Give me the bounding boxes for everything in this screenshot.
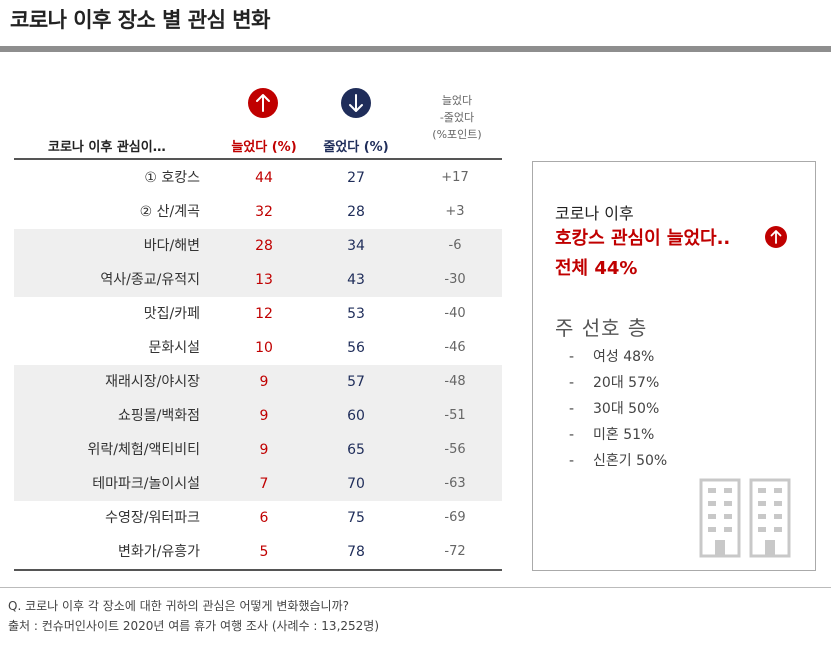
table-row: ① 호캉스 44 27 +17 [14, 161, 502, 195]
arrow-up-circle-icon [248, 88, 278, 118]
row-decreased-value: 53 [347, 306, 365, 322]
row-decreased-value: 43 [347, 272, 365, 288]
row-difference-value: -51 [444, 408, 466, 423]
preferred-item-label: 30대 50% [593, 401, 660, 417]
row-category: 문화시설 [148, 340, 200, 356]
row-category: ① 호캉스 [144, 170, 200, 186]
preferred-item: - 미혼 51% [569, 422, 667, 448]
summary-headline: 호캉스 관심이 늘었다.. [555, 228, 731, 249]
row-category: 바다/해변 [143, 238, 200, 254]
preferred-item: - 30대 50% [569, 396, 667, 422]
preferred-item-label: 신혼기 50% [593, 453, 668, 469]
row-difference-value: -69 [444, 510, 466, 525]
row-decreased-value: 28 [347, 204, 365, 220]
summary-total: 전체 44% [555, 258, 638, 279]
preferred-item-label: 미혼 51% [593, 427, 655, 443]
header-diff-line2: -줄었다 [439, 111, 475, 124]
row-category: 테마파크/놀이시설 [92, 476, 200, 492]
table-bottom-rule [14, 569, 502, 571]
list-dash: - [569, 401, 575, 417]
table-row: 문화시설 10 56 -46 [14, 331, 502, 365]
list-dash: - [569, 349, 575, 365]
row-increased-value: 12 [255, 306, 273, 322]
row-increased-value: 32 [255, 204, 273, 220]
summary-line1: 코로나 이후 [555, 204, 634, 223]
table-row: 수영장/워터파크 6 75 -69 [14, 501, 502, 535]
row-difference-value: -40 [444, 306, 466, 321]
row-increased-value: 13 [255, 272, 273, 288]
row-increased-value: 9 [259, 442, 269, 458]
preferred-item: - 여성 48% [569, 344, 667, 370]
table-row: 재래시장/야시장 9 57 -48 [14, 365, 502, 399]
header-difference: 늘었다 -줄었다 (%포인트) [412, 92, 502, 143]
row-difference-value: -48 [444, 374, 466, 389]
footer-divider [0, 587, 831, 588]
table-row: ② 산/계곡 32 28 +3 [14, 195, 502, 229]
row-difference-value: -6 [448, 238, 462, 253]
row-difference-value: -72 [444, 544, 466, 559]
table-row: 위락/체험/액티비티 9 65 -56 [14, 433, 502, 467]
row-category: 맛집/카페 [143, 306, 200, 322]
row-increased-value: 10 [255, 340, 273, 356]
row-difference-value: -63 [444, 476, 466, 491]
row-category: 수영장/워터파크 [105, 510, 200, 526]
table-row: 바다/해변 28 34 -6 [14, 229, 502, 263]
row-increased-value: 9 [259, 374, 269, 390]
row-increased-value: 6 [259, 510, 269, 526]
row-decreased-value: 57 [347, 374, 365, 390]
table-top-rule [14, 158, 502, 160]
header-increased: 늘었다 (%) [231, 140, 297, 155]
row-increased-value: 44 [255, 170, 273, 186]
preferred-item: - 신혼기 50% [569, 448, 667, 474]
row-difference-value: +3 [445, 204, 465, 219]
preferred-list: - 여성 48% - 20대 57% - 30대 50% - 미혼 51% - 신혼기 50% [569, 344, 667, 474]
table-row: 쇼핑몰/백화점 9 60 -51 [14, 399, 502, 433]
row-increased-value: 28 [255, 238, 273, 254]
row-increased-value: 7 [259, 476, 269, 492]
preferred-item-label: 여성 48% [593, 349, 655, 365]
list-dash: - [569, 453, 575, 469]
row-decreased-value: 70 [347, 476, 365, 492]
arrow-up-circle-icon [765, 226, 787, 248]
summary-panel: 코로나 이후 호캉스 관심이 늘었다.. 전체 44% 주 선호 층 - 여성 4… [532, 161, 816, 571]
list-dash: - [569, 427, 575, 443]
row-difference-value: -46 [444, 340, 466, 355]
preferred-item-label: 20대 57% [593, 375, 660, 391]
row-category: 쇼핑몰/백화점 [118, 408, 200, 424]
arrow-down-circle-icon [341, 88, 371, 118]
header-diff-line1: 늘었다 [441, 94, 473, 107]
preferred-item: - 20대 57% [569, 370, 667, 396]
row-difference-value: +17 [441, 170, 469, 185]
table-row: 변화가/유흥가 5 78 -72 [14, 535, 502, 569]
table-row: 테마파크/놀이시설 7 70 -63 [14, 467, 502, 501]
row-difference-value: -56 [444, 442, 466, 457]
table-row: 맛집/카페 12 53 -40 [14, 297, 502, 331]
list-dash: - [569, 375, 575, 391]
title-divider [0, 46, 831, 52]
header-diff-line3: (%포인트) [432, 128, 482, 141]
row-increased-value: 5 [259, 544, 269, 560]
row-decreased-value: 56 [347, 340, 365, 356]
building-icon [699, 478, 791, 558]
row-category: 위락/체험/액티비티 [87, 442, 200, 458]
row-decreased-value: 60 [347, 408, 365, 424]
row-decreased-value: 78 [347, 544, 365, 560]
row-decreased-value: 27 [347, 170, 365, 186]
row-category: 재래시장/야시장 [105, 374, 200, 390]
header-decreased: 줄었다 (%) [323, 140, 389, 155]
row-category: ② 산/계곡 [139, 204, 200, 220]
row-category: 역사/종교/유적지 [100, 272, 200, 288]
row-decreased-value: 65 [347, 442, 365, 458]
footer-question: Q. 코로나 이후 각 장소에 대한 귀하의 관심은 어떻게 변화했습니까? [8, 599, 350, 613]
header-category: 코로나 이후 관심이… [48, 140, 166, 155]
page-title: 코로나 이후 장소 별 관심 변화 [10, 8, 270, 32]
row-decreased-value: 34 [347, 238, 365, 254]
row-decreased-value: 75 [347, 510, 365, 526]
row-difference-value: -30 [444, 272, 466, 287]
row-category: 변화가/유흥가 [118, 544, 200, 560]
preferred-title: 주 선호 층 [555, 316, 648, 340]
table-row: 역사/종교/유적지 13 43 -30 [14, 263, 502, 297]
row-increased-value: 9 [259, 408, 269, 424]
footer-source: 출처 : 컨슈머인사이트 2020년 여름 휴가 여행 조사 (사례수 : 13… [8, 619, 380, 633]
